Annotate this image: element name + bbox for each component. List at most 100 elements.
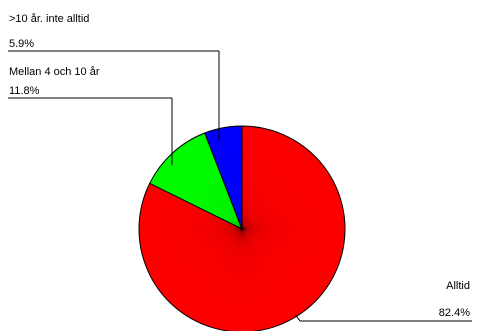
- slice-texture-line: [156, 171, 243, 230]
- slice-texture-line: [241, 206, 343, 230]
- slice-texture-line: [241, 228, 334, 276]
- slice-value-label: 11.8%: [9, 85, 40, 97]
- slice-texture-line: [241, 228, 326, 289]
- slice-texture-line: [241, 228, 305, 311]
- slice-texture-line: [241, 228, 340, 263]
- slice-texture-line: [241, 228, 301, 314]
- slice-texture-line: [241, 209, 343, 230]
- slice-texture-line: [241, 196, 340, 230]
- slice-texture-line: [143, 228, 243, 258]
- slice-texture-line: [238, 228, 243, 331]
- slice-texture-line: [241, 132, 278, 230]
- slice-texture-line: [241, 129, 268, 230]
- slice-texture-line: [241, 132, 276, 230]
- slice-texture-line: [241, 228, 252, 331]
- slice-texture-line: [139, 228, 243, 237]
- slice-texture-line: [139, 222, 243, 230]
- slice-texture-line: [232, 228, 243, 331]
- slice-texture-line: [176, 228, 243, 308]
- slice-texture-line: [241, 228, 320, 297]
- slice-texture-line: [198, 136, 243, 230]
- slice-texture-line: [241, 167, 325, 230]
- slice-texture-line: [199, 228, 243, 323]
- slice-texture-line: [241, 228, 289, 321]
- slice-texture-line: [241, 161, 320, 230]
- slice-texture-line: [140, 228, 243, 246]
- slice-texture-line: [241, 127, 260, 230]
- slice-texture-line: [147, 189, 243, 230]
- slice-texture-line: [241, 127, 256, 230]
- slice-texture-line: [241, 141, 296, 230]
- slice-texture-line: [241, 136, 287, 230]
- slice-texture-line: [166, 228, 243, 299]
- slice-texture-line: [148, 228, 243, 272]
- slice-texture-line: [170, 155, 243, 230]
- slice-texture-line: [150, 228, 243, 277]
- slice-texture-line: [145, 194, 243, 230]
- slice-texture-line: [140, 228, 243, 244]
- slice-texture-line: [241, 126, 253, 230]
- slice-texture-line: [166, 159, 243, 230]
- slice-texture-line: [240, 126, 243, 230]
- pie-slice-10-r-inte-alltid: [204, 125, 243, 230]
- slice-texture-line: [202, 228, 243, 324]
- slice-texture-line: [241, 228, 262, 330]
- slice-texture-line: [168, 228, 243, 301]
- slice-texture-line: [241, 228, 280, 325]
- slice-texture-line: [241, 211, 344, 230]
- slice-texture-line: [241, 145, 302, 230]
- slice-texture-line: [241, 228, 260, 331]
- slice-texture-line: [241, 228, 265, 330]
- slice-texture-line: [156, 228, 243, 287]
- slice-texture-line: [241, 157, 316, 230]
- slice-texture-line: [241, 133, 281, 230]
- slice-texture-line: [241, 155, 314, 230]
- slice-texture-line: [241, 208, 343, 230]
- slice-texture-line: [241, 228, 329, 285]
- slice-texture-line: [192, 139, 243, 230]
- slice-texture-line: [141, 228, 243, 248]
- slice-texture-line: [139, 228, 243, 234]
- slice-texture-line: [142, 204, 243, 230]
- slice-texture-line: [241, 228, 343, 250]
- slice-texture-line: [172, 228, 243, 305]
- slice-texture-line: [142, 205, 243, 230]
- slice-texture-line: [142, 228, 243, 254]
- slice-texture-line: [241, 228, 314, 303]
- slice-texture-line: [241, 216, 344, 230]
- slice-texture-line: [241, 228, 344, 247]
- slice-texture-line: [241, 228, 321, 296]
- slice-texture-line: [241, 126, 251, 230]
- slice-texture-line: [241, 228, 283, 324]
- slice-label: >10 år. inte alltid: [9, 13, 89, 25]
- leader-line: [294, 314, 301, 322]
- slice-texture-line: [176, 149, 243, 230]
- slice-texture-line: [155, 228, 243, 285]
- slice-texture-line: [184, 228, 243, 314]
- slice-texture-line: [158, 168, 243, 230]
- slice-texture-line: [241, 228, 277, 326]
- slice-texture-line: [241, 228, 275, 327]
- slice-texture-line: [146, 228, 243, 267]
- slice-texture-line: [201, 134, 243, 230]
- slice-texture-line: [212, 130, 243, 230]
- slice-texture-line: [143, 199, 243, 230]
- slice-texture-line: [241, 144, 301, 230]
- slice-texture-line: [241, 228, 345, 233]
- slice-texture-line: [194, 228, 243, 321]
- slice-texture-line: [193, 138, 243, 230]
- slice-texture-line: [241, 228, 274, 327]
- slice-texture-line: [241, 169, 326, 230]
- slice-texture-line: [190, 140, 243, 230]
- slice-texture-line: [182, 145, 243, 230]
- slice-texture-line: [241, 228, 257, 331]
- slice-texture-line: [241, 228, 333, 279]
- slice-texture-line: [161, 228, 243, 294]
- slice-texture-line: [187, 141, 243, 230]
- slice-texture-line: [241, 228, 338, 266]
- slice-texture-line: [142, 228, 243, 256]
- slice-texture-line: [147, 187, 243, 230]
- slice-texture-line: [149, 228, 243, 275]
- slice-texture-line: [141, 210, 243, 230]
